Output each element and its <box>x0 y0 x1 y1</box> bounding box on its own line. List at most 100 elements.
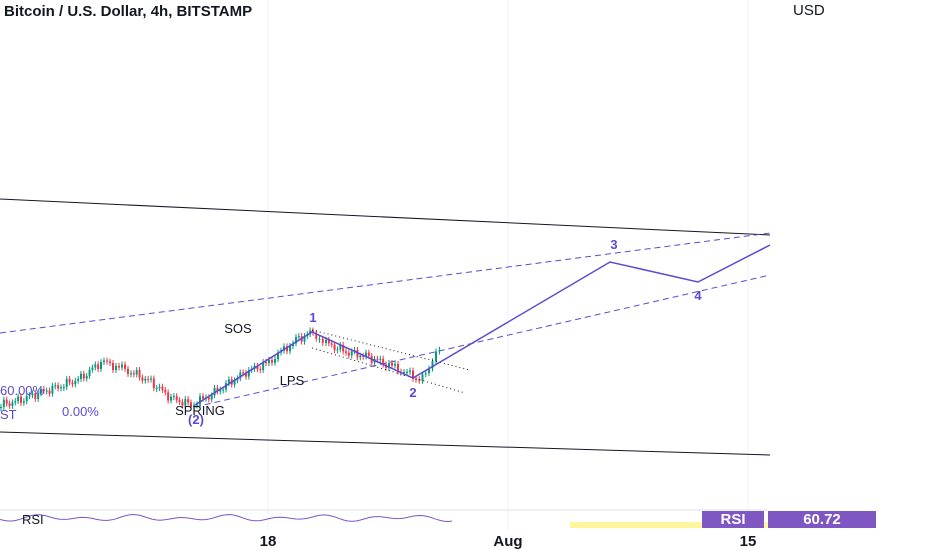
candle-body <box>213 387 216 396</box>
candle-body <box>394 363 396 366</box>
candle-body <box>325 339 327 343</box>
candle-body <box>60 387 62 389</box>
x-axis-tick: Aug <box>493 533 522 550</box>
candle-body <box>210 395 213 400</box>
candle-body <box>57 385 60 389</box>
candle-body <box>187 399 190 403</box>
candle-body <box>141 377 144 381</box>
candle-body <box>274 359 276 363</box>
chart-title: Bitcoin / U.S. Dollar, 4h, BITSTAMP <box>4 3 253 20</box>
candle-body <box>40 389 42 394</box>
candle-body <box>91 367 94 370</box>
candle-body <box>421 374 424 381</box>
candle-body <box>376 358 379 360</box>
candle-body <box>155 388 158 390</box>
left-partial-label: 0.00% <box>62 404 99 419</box>
candle-body <box>289 346 291 352</box>
candle-body <box>321 338 324 343</box>
candle-body <box>100 362 102 369</box>
candle-body <box>11 402 14 406</box>
candle-body <box>362 355 365 357</box>
candle-body <box>406 371 408 373</box>
candle-body <box>175 396 178 401</box>
candle-body <box>330 343 333 345</box>
candle-body <box>345 351 347 353</box>
rsi-badge-label-bg <box>702 511 764 528</box>
candle-body <box>109 361 111 364</box>
currency-label: USD <box>793 2 825 19</box>
candle-body <box>132 373 135 375</box>
candle-body <box>161 386 164 390</box>
candle-body <box>147 378 150 380</box>
candle-body <box>219 389 222 392</box>
candle-body <box>382 358 385 365</box>
candle-body <box>295 337 297 344</box>
candle-body <box>167 392 170 401</box>
candle-body <box>8 403 11 406</box>
candle-body <box>121 364 123 368</box>
rsi-value: 60.72 <box>803 511 841 528</box>
candle-body <box>45 390 48 392</box>
candle-body <box>172 396 175 398</box>
candle-body <box>271 359 273 363</box>
candle-body <box>286 346 288 352</box>
candle-body <box>0 407 2 408</box>
candle-body <box>277 352 279 360</box>
candle-body <box>144 378 147 381</box>
rsi-label: RSI <box>22 512 44 527</box>
candle-body <box>25 396 28 402</box>
candle-body <box>216 387 219 392</box>
candle-body <box>415 378 417 380</box>
candle-body <box>184 399 187 406</box>
candle-body <box>242 372 245 374</box>
candle-body <box>438 349 441 352</box>
candle-body <box>367 352 370 356</box>
candle-body <box>297 336 300 338</box>
left-partial-label: 60.00% <box>0 383 45 398</box>
candle-body <box>48 390 51 394</box>
candle-body <box>138 370 141 378</box>
candle-body <box>20 396 22 403</box>
channel-dashed-lower <box>194 274 771 408</box>
candle-body <box>181 401 184 406</box>
candle-body <box>65 379 68 387</box>
candle-body <box>164 389 167 393</box>
candle-body <box>315 332 318 339</box>
candle-body <box>42 389 45 391</box>
rsi-value-badge <box>768 511 876 528</box>
candle-body <box>85 375 88 379</box>
rsi-overbought-band <box>570 522 768 528</box>
candle-body <box>127 368 129 374</box>
candle-body <box>262 361 265 371</box>
candle-body <box>28 395 31 397</box>
candle-body <box>233 380 236 385</box>
candle-body <box>202 396 204 399</box>
candle-body <box>97 364 100 369</box>
candle-body <box>34 393 37 399</box>
candle-body <box>435 351 437 362</box>
candle-body <box>51 385 54 394</box>
candle-body <box>333 344 336 351</box>
candle-body <box>82 373 85 379</box>
candle-body <box>115 366 117 370</box>
candle-body <box>265 361 267 364</box>
candle-body <box>379 358 382 360</box>
trend-line-lower <box>0 431 771 456</box>
candle-body <box>124 364 126 369</box>
candle-body <box>256 365 259 370</box>
elliott-wave-path <box>194 244 771 406</box>
wave-label: 1 <box>309 310 316 325</box>
candle-body <box>428 368 430 374</box>
candle-body <box>130 373 132 375</box>
candle-body <box>403 371 405 373</box>
candle-body <box>196 404 198 406</box>
candle-body <box>227 379 230 384</box>
candle-body <box>150 378 152 380</box>
candle-body <box>170 396 172 401</box>
candle-body <box>199 396 201 405</box>
candle-body <box>259 369 262 371</box>
candle-body <box>135 370 138 375</box>
candle-body <box>327 339 330 344</box>
candle-body <box>103 360 105 363</box>
